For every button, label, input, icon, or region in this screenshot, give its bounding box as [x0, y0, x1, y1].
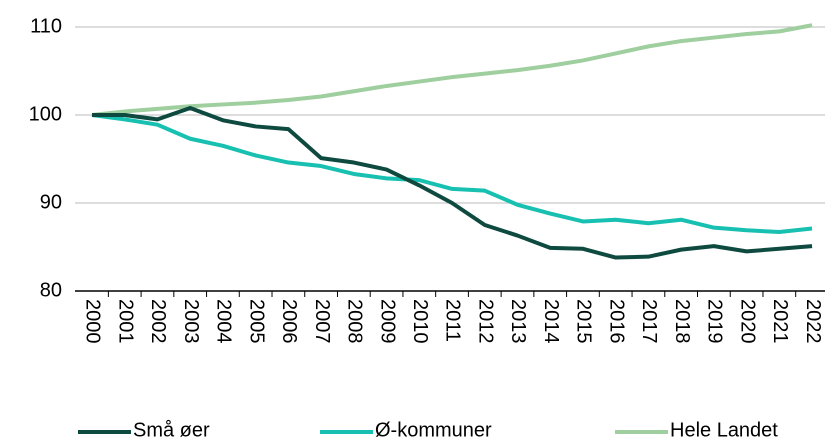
x-tick-label: 2008	[344, 299, 366, 344]
legend-label: Hele Landet	[670, 419, 778, 441]
x-tick-label: 2022	[802, 299, 824, 344]
y-tick-label: 90	[40, 191, 62, 213]
line-series	[91, 113, 813, 235]
x-tick-label: 2009	[376, 299, 398, 344]
x-tick-label: 2015	[573, 299, 595, 344]
x-tick-label: 2007	[311, 299, 333, 344]
line-series	[91, 23, 813, 117]
x-tick-label: 2017	[638, 299, 660, 344]
x-tick-label: 2004	[213, 299, 235, 344]
x-tick-label: 2011	[442, 299, 464, 342]
x-tick-label: 2002	[147, 299, 169, 344]
x-tick-label: 2014	[540, 299, 562, 344]
x-tick-label: 2006	[278, 299, 300, 344]
x-tick-label: 2003	[180, 299, 202, 344]
x-tick-label: 2010	[409, 299, 431, 344]
y-tick-label: 100	[29, 103, 62, 125]
legend-label: Små øer	[133, 419, 210, 441]
x-tick-label: 2019	[704, 299, 726, 344]
x-tick-label: 2012	[474, 299, 496, 344]
x-tick-label: 2001	[114, 299, 136, 344]
y-tick-label: 110	[30, 15, 62, 37]
x-tick-label: 2000	[82, 299, 104, 344]
x-tick-label: 2005	[245, 299, 267, 344]
x-tick-label: 2018	[671, 299, 693, 344]
x-tick-label: 2021	[769, 299, 791, 344]
legend-label: Ø-kommuner	[375, 419, 492, 441]
x-tick-label: 2020	[736, 299, 758, 344]
y-tick-label: 80	[40, 279, 62, 301]
x-tick-label: 2013	[507, 299, 529, 344]
line-series	[92, 105, 813, 260]
x-tick-label: 2016	[605, 299, 627, 344]
